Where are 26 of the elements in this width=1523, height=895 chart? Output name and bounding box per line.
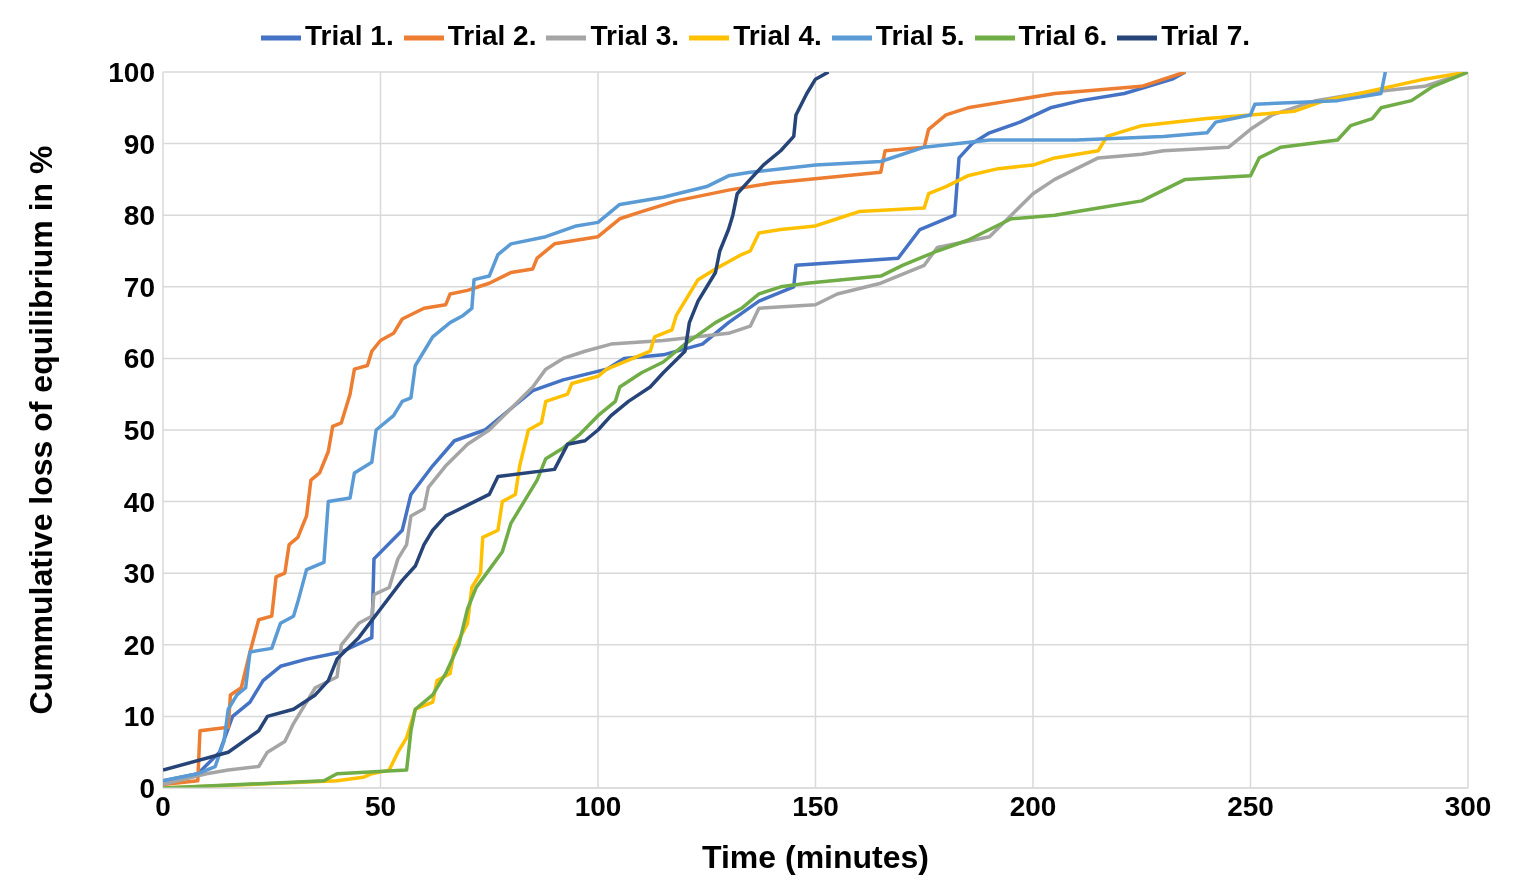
x-tick-label: 300	[1444, 790, 1492, 822]
y-tick-label: 30	[123, 558, 155, 590]
y-tick-label: 90	[123, 128, 155, 160]
legend-label: Trial 4.	[733, 20, 822, 52]
y-axis-title: Cummulative loss of equilibrium in %	[23, 145, 60, 715]
legend-label: Trial 6.	[1018, 20, 1108, 52]
x-axis-title: Time (minutes)	[702, 839, 929, 875]
x-tick-label: 100	[574, 790, 622, 822]
y-tick-label: 40	[123, 486, 155, 518]
y-tick-label: 80	[123, 200, 155, 232]
x-tick-label: 150	[792, 790, 839, 822]
y-tick-label: 20	[123, 629, 155, 661]
legend-label: Trial 2.	[447, 20, 537, 52]
x-tick-label: 250	[1227, 790, 1274, 822]
x-tick-label: 50	[364, 790, 397, 822]
y-tick-label: 50	[123, 414, 155, 446]
legend-label: Trial 5.	[875, 20, 965, 52]
y-tick-label: 70	[123, 271, 155, 303]
y-tick-label: 100	[108, 56, 155, 88]
y-tick-label: 10	[123, 701, 155, 733]
line-series	[163, 72, 831, 772]
legend-label: Trial 3.	[590, 20, 680, 52]
legend-label: Trial 7.	[1161, 20, 1251, 52]
y-tick-label: 60	[123, 343, 155, 375]
x-tick-label: 200	[1009, 790, 1057, 822]
legend-label: Trial 1.	[304, 20, 394, 52]
